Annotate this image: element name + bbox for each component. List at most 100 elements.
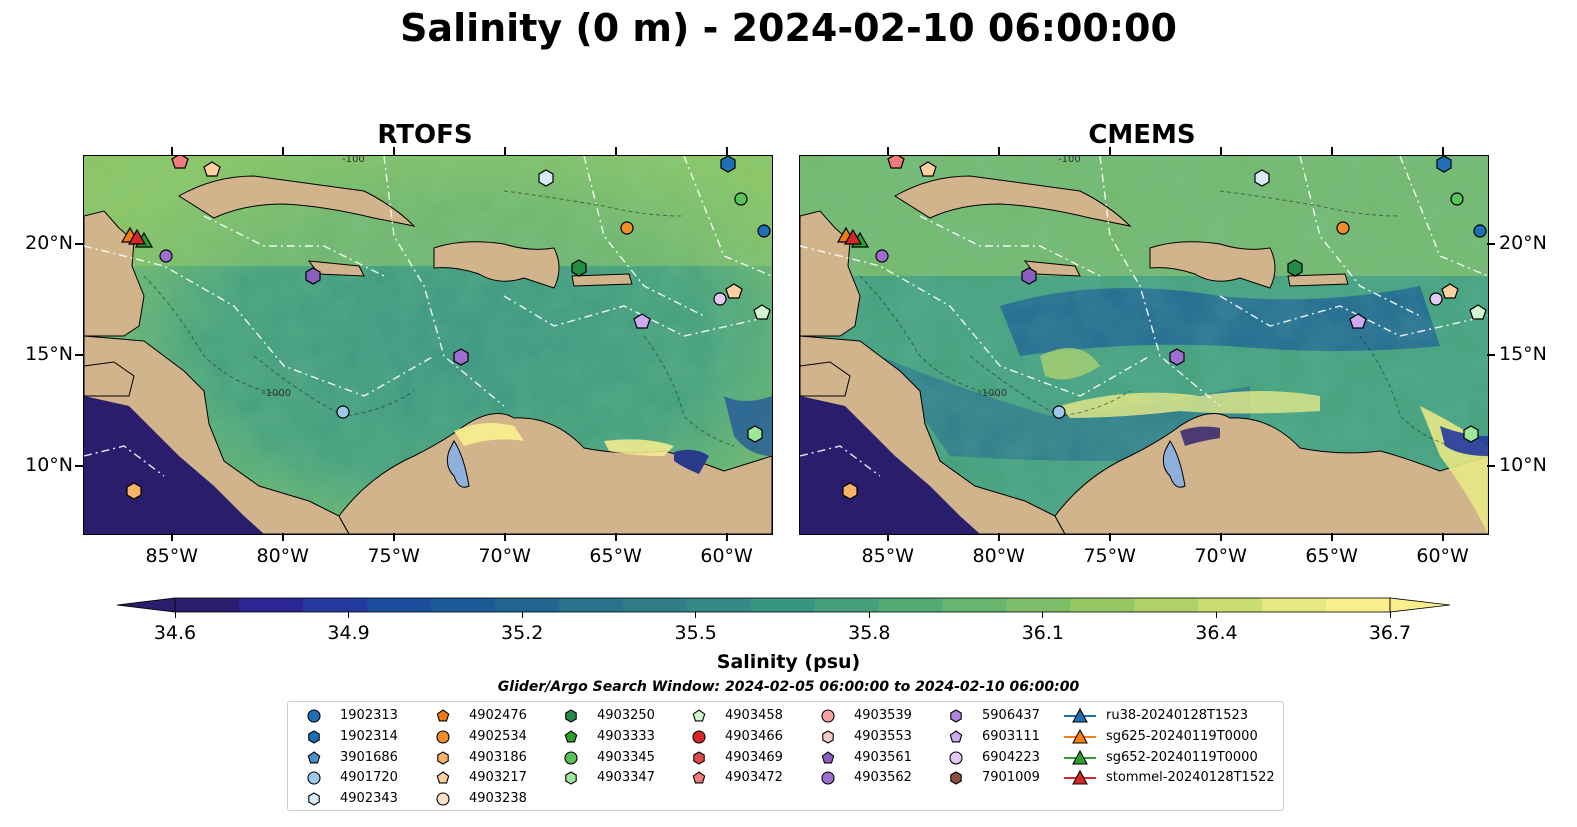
- lon-tick-mark: [997, 147, 1000, 155]
- legend-label: 6904223: [982, 749, 1040, 765]
- colorbar-tick-mark: [1042, 612, 1044, 618]
- hexagon-marker-icon: [437, 750, 449, 765]
- hexagon-marker-icon: [565, 771, 577, 786]
- lon-tick-mark: [1219, 533, 1222, 541]
- lon-tick-label: 85°W: [145, 545, 198, 567]
- pentagon-marker-icon: [821, 750, 835, 764]
- triangle-marker-icon: [1064, 749, 1096, 765]
- legend-label: 4903562: [854, 770, 912, 786]
- legend-entry: 4903345: [553, 748, 773, 768]
- colorbar-segment: [814, 598, 880, 612]
- lon-tick-mark: [614, 533, 617, 541]
- colorbar-segment: [1134, 598, 1199, 612]
- map-rtofs-svg: -100 -1000: [84, 156, 772, 534]
- contour-label: -1000: [978, 388, 1007, 399]
- hexagon-marker-icon: [950, 771, 962, 786]
- colorbar-segment: [1006, 598, 1071, 612]
- colorbar-tick-label: 36.1: [1021, 622, 1064, 644]
- colorbar-segment: [750, 598, 816, 612]
- legend-label: sg625-20240119T0000: [1106, 728, 1258, 744]
- lon-tick-mark: [281, 533, 284, 541]
- circle-marker-icon: [821, 709, 835, 723]
- lon-tick-mark: [503, 147, 506, 155]
- legend-label: 6903111: [982, 728, 1040, 744]
- legend-entry: 4903561: [810, 748, 1030, 768]
- colorbar-title: Salinity (psu): [716, 651, 861, 673]
- colorbar-segment: [1326, 598, 1391, 612]
- colorbar-segment: [1070, 598, 1135, 612]
- lat-tick-label: 10°N: [1499, 454, 1547, 477]
- lat-tick-mark: [1487, 465, 1495, 468]
- legend-label: stommel-20240128T1522: [1106, 770, 1275, 786]
- lat-tick-label: 20°N: [1499, 231, 1547, 254]
- hexagon-marker-icon: [565, 709, 577, 723]
- pentagon-marker-icon: [564, 730, 578, 743]
- pentagon-marker-icon: [307, 750, 321, 764]
- lon-tick-label: 75°W: [1083, 545, 1136, 567]
- pentagon-marker-icon: [692, 709, 706, 722]
- lon-tick-mark: [170, 147, 173, 155]
- legend-entry: 7901009: [938, 768, 1158, 788]
- lon-tick-mark: [1108, 533, 1111, 541]
- legend-label: ru38-20240128T1523: [1106, 708, 1249, 723]
- lon-tick-mark: [281, 147, 284, 155]
- colorbar-segment: [622, 598, 688, 612]
- lat-tick-mark: [1487, 354, 1495, 357]
- colorbar-tick-mark: [521, 612, 523, 618]
- legend-entry: 4902343: [296, 789, 516, 809]
- circle-marker-icon: [436, 730, 450, 744]
- colorbar-segment: [430, 598, 496, 612]
- panel-title-cmems: CMEMS: [1088, 120, 1196, 150]
- lon-tick-mark: [1441, 147, 1444, 155]
- colorbar-tick-label: 35.2: [500, 622, 544, 644]
- lat-tick-label: 20°N: [25, 231, 73, 254]
- lon-tick-mark: [392, 147, 395, 155]
- colorbar-segment: [1262, 598, 1327, 612]
- colorbar-segment: [558, 598, 624, 612]
- pentagon-marker-icon: [436, 771, 450, 784]
- map-rtofs[interactable]: -100 -1000: [83, 155, 773, 535]
- legend-entry: 1902314: [296, 727, 516, 747]
- lon-tick-mark: [170, 533, 173, 541]
- legend-entry: 1902313: [296, 706, 516, 726]
- legend-label: 4903553: [854, 728, 912, 744]
- contour-label: -100: [342, 156, 365, 165]
- lon-tick-mark: [725, 147, 728, 155]
- lon-tick-label: 70°W: [1194, 545, 1247, 567]
- lat-tick-mark: [75, 242, 83, 245]
- lon-tick-mark: [886, 533, 889, 541]
- circle-marker-icon: [692, 730, 706, 744]
- lon-tick-mark: [997, 533, 1000, 541]
- colorbar-extend-high: [1389, 597, 1451, 613]
- legend-label: 4901720: [340, 770, 398, 786]
- lon-tick-label: 60°W: [1416, 545, 1469, 567]
- legend-entry: 4903186: [425, 748, 645, 768]
- legend-label: 4903217: [469, 770, 527, 786]
- lon-tick-mark: [503, 533, 506, 541]
- legend-label: 4903186: [469, 749, 527, 765]
- lon-tick-label: 65°W: [589, 545, 642, 567]
- legend-label: 4903347: [597, 770, 655, 786]
- legend-entry: 4903562: [810, 768, 1030, 788]
- legend-label: 4903250: [597, 708, 655, 723]
- colorbar-extend-low: [116, 597, 176, 613]
- legend-label: 4903238: [469, 791, 527, 807]
- lon-tick-mark: [725, 533, 728, 541]
- circle-marker-icon: [949, 751, 963, 765]
- map-cmems[interactable]: -100 -1000: [799, 155, 1489, 535]
- legend-label: 4903561: [854, 749, 912, 765]
- legend-label: 4903472: [725, 770, 783, 786]
- legend-entry: stommel-20240128T1522: [1062, 768, 1282, 788]
- circle-marker-icon: [307, 709, 321, 723]
- panel-title-rtofs: RTOFS: [377, 120, 473, 150]
- lon-tick-mark: [1108, 147, 1111, 155]
- legend-label: 5906437: [982, 708, 1040, 723]
- legend-entry: 6903111: [938, 727, 1158, 747]
- lon-tick-label: 60°W: [700, 545, 753, 567]
- circle-marker-icon: [307, 771, 321, 785]
- lon-tick-label: 75°W: [367, 545, 420, 567]
- colorbar-segment: [686, 598, 752, 612]
- circle-marker-icon: [821, 771, 835, 785]
- lon-tick-mark: [1330, 533, 1333, 541]
- colorbar-segment: [494, 598, 560, 612]
